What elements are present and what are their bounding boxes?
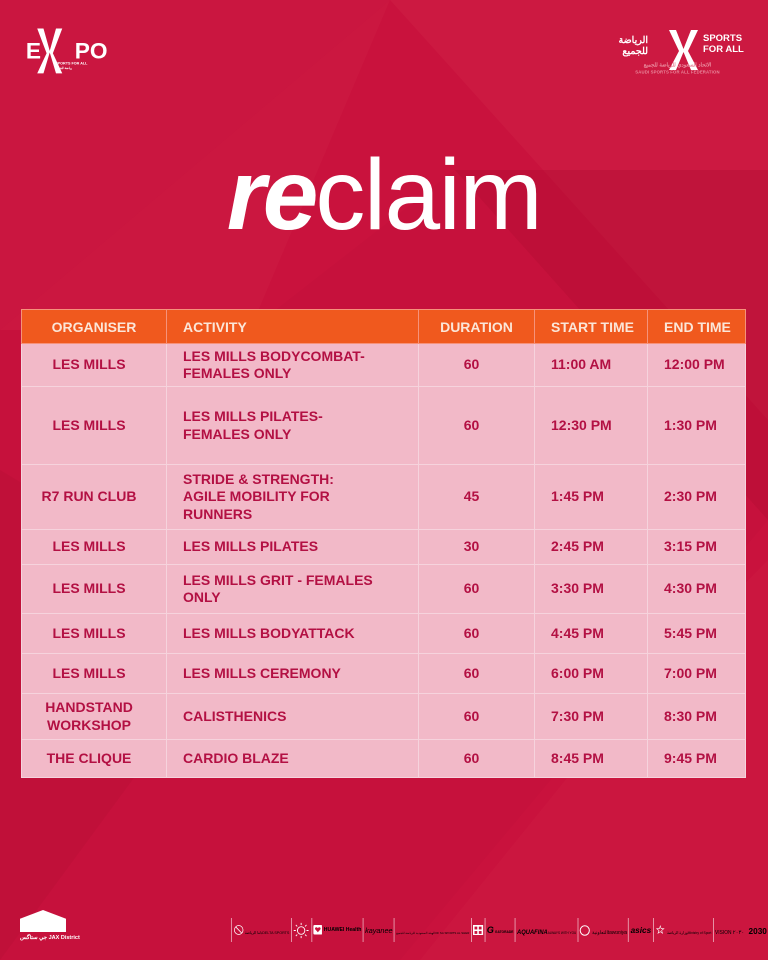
svg-text:الاتحاد السعودي للرياضة للجميع: الاتحاد السعودي للرياضة للجميع: [644, 63, 712, 69]
svg-text:SPORTS: SPORTS: [703, 33, 742, 44]
svg-text:الرياضة: الرياضة: [619, 35, 649, 46]
svg-text:PO: PO: [75, 39, 108, 64]
svg-text:FOR ALL: FOR ALL: [703, 44, 744, 55]
svg-text:رياضة للجميع: رياضة للجميع: [55, 66, 72, 70]
svg-text:E: E: [26, 39, 41, 64]
svg-text:SPORTS FOR ALL: SPORTS FOR ALL: [55, 61, 88, 65]
svg-text:للجميع: للجميع: [622, 46, 648, 57]
svg-text:SAUDI SPORTS FOR ALL FEDERATIO: SAUDI SPORTS FOR ALL FEDERATION: [635, 70, 719, 75]
